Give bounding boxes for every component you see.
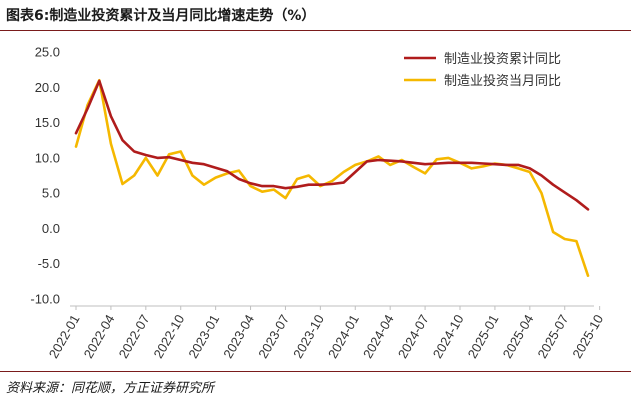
y-tick-label: 15.0: [35, 115, 60, 130]
legend-label-monthly: 制造业投资当月同比: [444, 73, 561, 89]
legend-label-cumulative: 制造业投资累计同比: [444, 51, 561, 67]
y-tick-label: 10.0: [35, 150, 60, 165]
y-tick-label: 20.0: [35, 80, 60, 95]
x-tick-label: 2022-04: [81, 312, 118, 361]
x-tick-label: 2023-10: [290, 312, 327, 361]
x-tick-label: 2024-10: [430, 312, 467, 361]
series-line-monthly: [74, 78, 590, 278]
series-line-cumulative: [74, 79, 590, 211]
y-tick-label: -10.0: [30, 292, 60, 307]
title-divider: [0, 30, 631, 31]
x-tick-label: 2023-07: [255, 312, 292, 361]
series-lines: [74, 78, 590, 278]
x-tick-label: 2025-04: [500, 312, 537, 361]
x-tick-label: 2023-04: [220, 312, 257, 361]
x-tick-label: 2022-07: [116, 312, 153, 361]
y-tick-label: 25.0: [35, 45, 60, 60]
y-tick-label: 5.0: [42, 186, 60, 201]
x-tick-label: 2024-07: [395, 312, 432, 361]
x-tick-label: 2022-01: [46, 312, 83, 361]
x-tick-label: 2025-07: [534, 312, 571, 361]
x-axis-labels: 2022-012022-042022-072022-102023-012023-…: [46, 312, 606, 361]
x-tick-label: 2024-01: [325, 312, 362, 361]
x-tick-label: 2025-01: [465, 312, 502, 361]
x-axis-ticks: [75, 306, 601, 310]
line-chart: 25.020.015.010.05.00.0-5.0-10.0 2022-012…: [30, 45, 606, 361]
y-axis-labels: 25.0 20.0 15.0 10.0 5.0 0.0 -5.0 -10.0: [30, 45, 60, 307]
y-tick-label: 0.0: [42, 221, 60, 236]
y-tick-label: -5.0: [38, 256, 60, 271]
x-tick-label: 2024-04: [360, 312, 397, 361]
chart-title: 图表6:制造业投资累计及当月同比增速走势（%）: [6, 8, 316, 24]
x-tick-label: 2022-10: [150, 312, 187, 361]
x-tick-label: 2025-10: [569, 312, 606, 361]
x-tick-label: 2023-01: [185, 312, 222, 361]
footer-divider: [0, 371, 631, 372]
source-note: 资料来源：同花顺，方正证券研究所: [6, 381, 215, 396]
